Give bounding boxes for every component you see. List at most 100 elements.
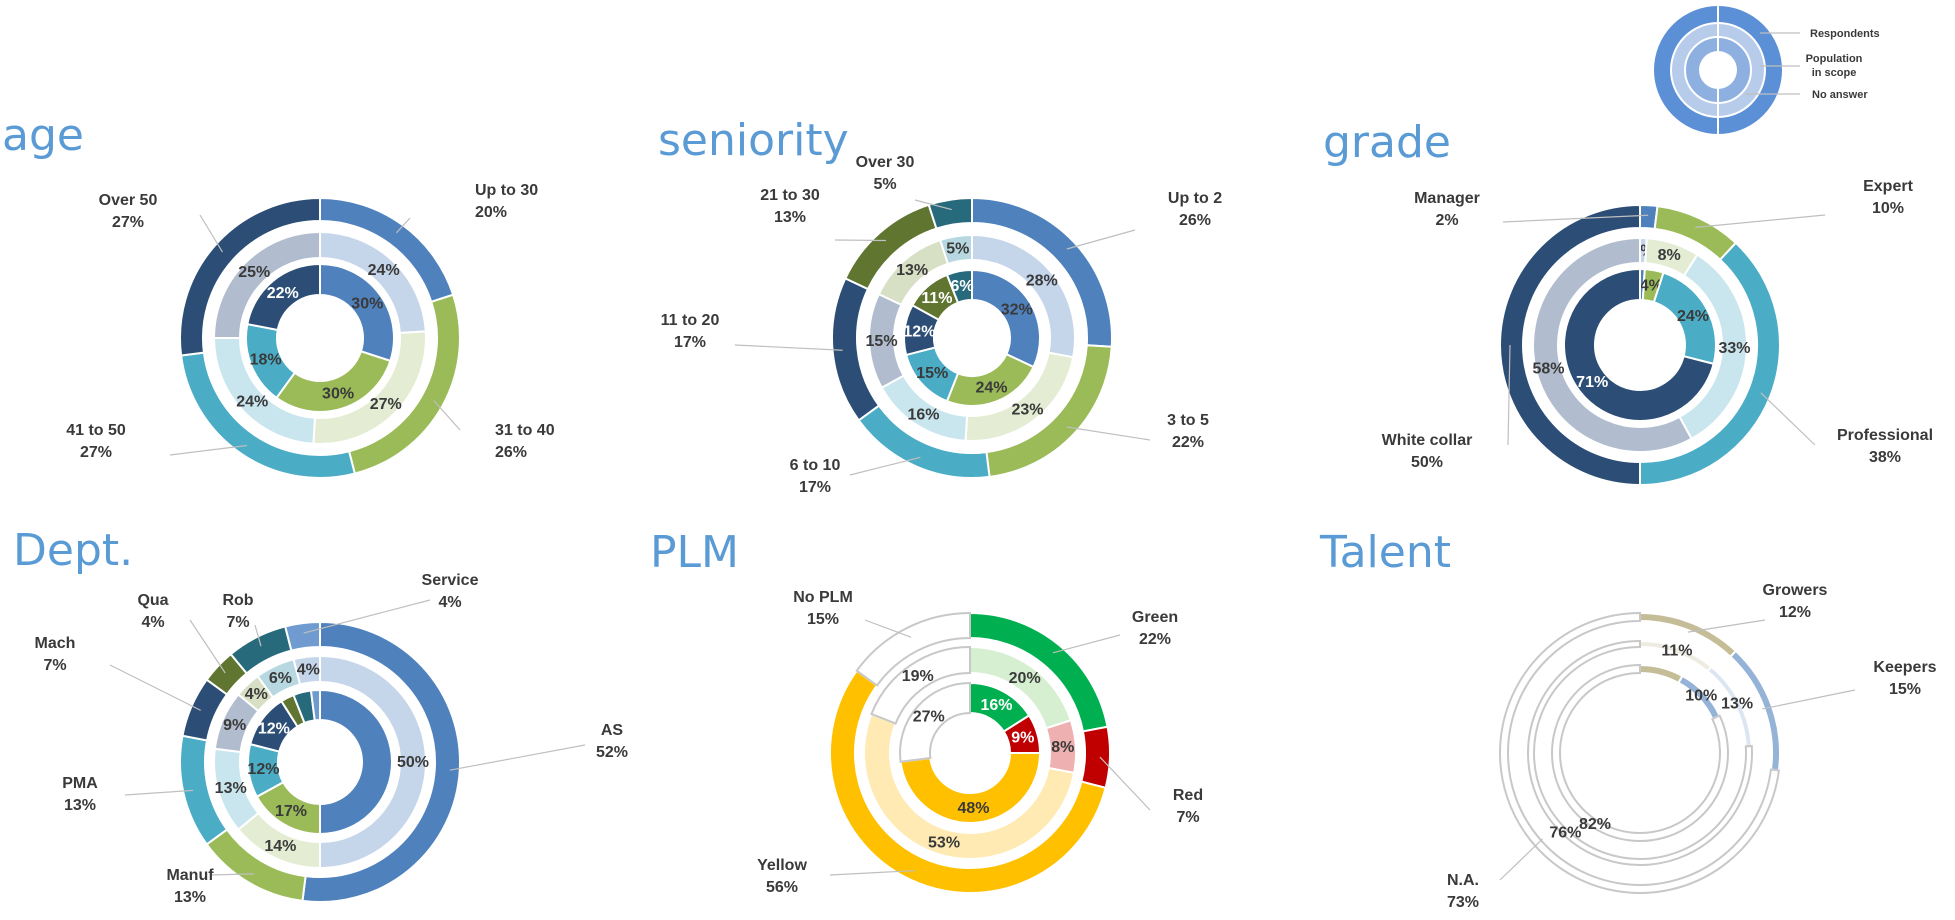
ring-label-inner-3: 27% (913, 709, 945, 726)
ring-label-inner-0: 30% (351, 296, 383, 313)
donut-chart-5: 11% 13% 76% 10% 82% Growers 12% Keepers 15% N.A. 7… (1447, 582, 1937, 911)
outer-label-2-1: 73% (1447, 894, 1479, 911)
outer-label-3-1: 15% (807, 611, 839, 628)
slice-service-middle (292, 654, 321, 686)
slice-over-50-inner (246, 262, 321, 332)
slice-over-30-outer (927, 196, 973, 230)
legend-label-respondents: Respondents (1810, 28, 1880, 40)
leader-line-3 (864, 619, 912, 638)
leader-line-1 (433, 400, 461, 431)
ring-label-middle-1: 8% (1658, 247, 1681, 264)
slice-white-collar-middle (1532, 236, 1693, 453)
outer-label-5-0: Rob (222, 592, 253, 609)
outer-label-0-0: Growers (1763, 582, 1828, 599)
outer-label-1-1: 7% (1176, 809, 1199, 826)
leader-line-2 (169, 444, 248, 456)
outer-label-3-0: White collar (1382, 432, 1473, 449)
leader-line-1 (1762, 689, 1856, 710)
leader-line-6 (303, 599, 431, 634)
ring-label-inner-1: 30% (322, 386, 354, 403)
outer-label-2-1: 13% (64, 797, 96, 814)
leader-line-1 (1066, 426, 1151, 441)
outer-label-0-1: 2% (1435, 212, 1458, 229)
slice-yellow-middle (863, 712, 1076, 860)
outer-label-2-0: 41 to 50 (66, 422, 126, 439)
outer-label-3-0: No PLM (793, 589, 853, 606)
outer-label-6-0: Service (422, 572, 479, 589)
ring-label-inner-0: 16% (980, 697, 1012, 714)
ring-label-middle-0: 20% (1009, 670, 1041, 687)
donut-chart-0: 24% 27% 24% 25% 30% 30% 18% 22% Up to 30 20% 31 to… (66, 182, 555, 479)
outer-label-0-0: Up to 2 (1168, 190, 1222, 207)
slice-over-30-middle (938, 233, 973, 266)
leader-line-1 (1695, 214, 1826, 228)
leader-line-0 (395, 217, 411, 234)
legend-label-population: Population (1806, 53, 1863, 65)
slice-31-to-40-inner (275, 350, 392, 413)
outer-label-1-0: Manuf (166, 867, 214, 884)
outer-label-0-0: Manager (1414, 190, 1480, 207)
ring-label-inner-2: 82% (1579, 816, 1611, 833)
leader-line-0 (449, 744, 586, 771)
outer-label-4-1: 13% (774, 209, 806, 226)
outer-label-2-1: 27% (80, 444, 112, 461)
outer-label-2-0: PMA (62, 775, 98, 792)
outer-label-1-1: 13% (174, 889, 206, 906)
outer-label-2-0: Professional (1837, 427, 1933, 444)
leader-line-0 (1066, 229, 1136, 250)
outer-label-0-1: 22% (1139, 631, 1171, 648)
slice-n-a--inner (1551, 663, 1729, 842)
outer-label-1-1: 10% (1872, 200, 1904, 217)
ring-label-inner-2: 15% (916, 365, 948, 382)
slice-service-inner (309, 688, 321, 722)
slice-as-middle (319, 654, 427, 870)
ring-label-middle-3: 25% (238, 264, 270, 281)
ring-label-inner-1: 10% (1685, 687, 1717, 704)
outer-label-0-1: 20% (475, 204, 507, 221)
outer-label-3-1: 50% (1411, 454, 1443, 471)
title-grade: grade (1323, 117, 1451, 168)
ring-label-inner-3: 12% (903, 323, 935, 340)
ring-label-middle-0: 50% (397, 754, 429, 771)
outer-label-2-0: 6 to 10 (790, 457, 841, 474)
ring-label-inner-5: 6% (951, 278, 974, 295)
leader-line-1 (209, 873, 254, 876)
leader-line-4 (189, 619, 226, 674)
donut-chart-1: 28% 23% 16% 15% 13% 5% 32% 24% 15% 12% 11%6% Up to … (661, 154, 1223, 496)
slice-n-a--middle (1527, 639, 1753, 866)
ring-label-inner-0: 32% (1001, 302, 1033, 319)
ring-label-inner-2: 48% (957, 800, 989, 817)
outer-label-2-1: 17% (799, 479, 831, 496)
ring-label-middle-5: 5% (946, 241, 969, 258)
ring-label-middle-1: 8% (1051, 739, 1074, 756)
ring-label-middle-3: 58% (1532, 361, 1564, 378)
title-talent: Talent (1319, 527, 1451, 578)
ring-label-inner-3: 22% (267, 285, 299, 302)
slice-n-a--outer (1499, 611, 1781, 894)
outer-label-1-1: 22% (1172, 434, 1204, 451)
outer-label-0-1: 12% (1779, 604, 1811, 621)
ring-label-middle-1: 27% (370, 396, 402, 413)
slice-service-outer (283, 620, 321, 652)
legend-label-in-scope: in scope (1812, 67, 1857, 79)
ring-label-inner-1: 24% (975, 379, 1007, 396)
ring-label-middle-0: 11% (1661, 642, 1692, 659)
outer-label-4-0: 21 to 30 (760, 187, 820, 204)
outer-label-2-0: N.A. (1447, 872, 1479, 889)
leader-line-0 (1052, 634, 1121, 654)
outer-label-1-0: Keepers (1873, 659, 1936, 676)
outer-label-2-0: Yellow (757, 857, 807, 874)
ring-label-inner-1: 9% (1011, 730, 1034, 747)
ring-label-middle-5: 6% (269, 670, 292, 687)
leader-line-0 (1502, 214, 1649, 223)
slice-over-50-middle (212, 230, 321, 339)
leader-line-2 (849, 456, 921, 476)
outer-label-1-0: Red (1173, 787, 1203, 804)
ring-label-middle-0: 28% (1026, 272, 1058, 289)
ring-label-middle-6: 4% (297, 662, 320, 679)
title-plm: PLM (650, 527, 739, 578)
ring-label-middle-2: 53% (928, 834, 960, 851)
ring-label-middle-3: 9% (223, 717, 246, 734)
slice-no-plm-inner (899, 681, 971, 763)
